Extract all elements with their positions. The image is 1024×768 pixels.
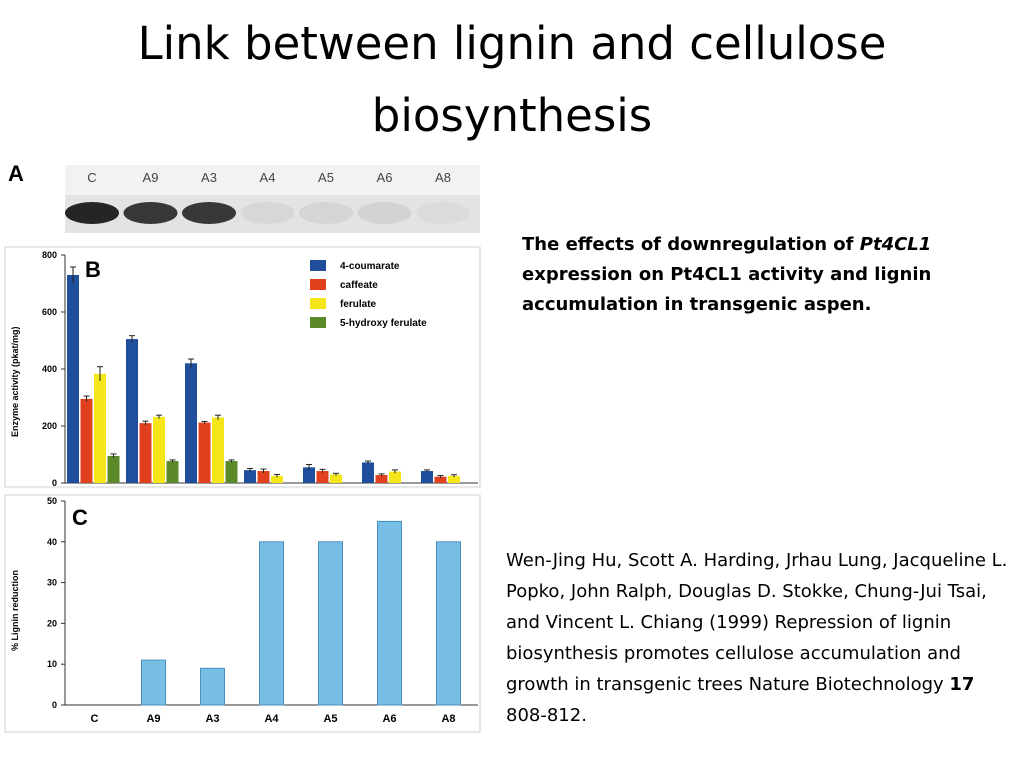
- bar-5-hydroxy-ferulate-c: [107, 455, 120, 483]
- panel-b-y-tick-label: 400: [42, 364, 57, 374]
- panel-c-x-tick-label-a5: A5: [323, 713, 337, 725]
- bar-4-coumarate-a4: [244, 470, 256, 483]
- bar-caffeate-a6: [375, 475, 388, 483]
- citation: Wen-Jing Hu, Scott A. Harding, Jrhau Lun…: [506, 545, 1011, 731]
- legend-swatch-5-hydroxy-ferulate: [310, 317, 326, 328]
- bar-4-coumarate-c: [67, 274, 79, 483]
- panel-c-y-tick-label: 30: [47, 578, 57, 588]
- gel-lane-label-a8: A8: [435, 170, 451, 185]
- panel-c-label: C: [72, 505, 88, 530]
- panel-c-x-tick-label-a6: A6: [382, 713, 396, 725]
- gel-lane-label-a6: A6: [377, 170, 393, 185]
- legend-swatch-ferulate: [310, 298, 326, 309]
- bar-4-coumarate-a5: [303, 467, 315, 483]
- lignin-reduction-bar-a3: [200, 667, 225, 706]
- legend-label-caffeate: caffeate: [340, 280, 378, 291]
- bar-caffeate-a4: [257, 471, 270, 483]
- gel-band-a5: [299, 202, 353, 224]
- lignin-reduction-chart-panel-c: % Lignin reduction C 0 10 20 30 40 50 C A9 A3 A4 A…: [4, 494, 481, 733]
- gel-lane-label-a9: A9: [143, 170, 159, 185]
- panel-b-label: B: [85, 257, 101, 282]
- panel-b-y-tick-label: 200: [42, 421, 57, 431]
- panel-c-y-tick-label: 40: [47, 537, 57, 547]
- bar-caffeate-c: [80, 398, 93, 483]
- figure-caption: The effects of downregulation of Pt4CL1 …: [522, 230, 992, 320]
- bar-4-coumarate-a3: [185, 363, 197, 483]
- caption-gene-name: Pt4CL1: [859, 234, 932, 255]
- bar-ferulate-a4: [271, 475, 283, 483]
- slide-title: Link between lignin and cellulose biosyn…: [60, 8, 964, 152]
- citation-volume: 17: [949, 674, 975, 695]
- bar-4-coumarate-a9: [126, 339, 138, 483]
- panel-c-x-tick-label-a3: A3: [205, 713, 219, 725]
- panel-b-y-tick-label: 0: [52, 478, 57, 488]
- bar-4-coumarate-a6: [362, 462, 374, 483]
- bar-ferulate-a8: [448, 475, 460, 483]
- panel-b-y-axis-label: Enzyme activity (pkat/mg): [10, 326, 20, 437]
- bar-5-hydroxy-ferulate-a3: [225, 461, 238, 483]
- gel-lane-label-c: C: [87, 170, 96, 185]
- lignin-reduction-bar-a4: [259, 541, 284, 706]
- gel-band-a6: [357, 202, 412, 224]
- panel-c-y-tick-label: 50: [47, 496, 57, 506]
- bar-ferulate-a6: [389, 471, 401, 483]
- panel-c-x-tick-label-c: C: [91, 713, 99, 725]
- gel-band-a9: [123, 202, 178, 224]
- panel-c-x-tick-label-a4: A4: [264, 713, 279, 725]
- bar-5-hydroxy-ferulate-a9: [166, 461, 179, 483]
- citation-text: Wen-Jing Hu, Scott A. Harding, Jrhau Lun…: [506, 550, 1008, 695]
- caption-part-1: The effects of downregulation of: [522, 234, 860, 255]
- panel-b-y-tick-label: 600: [42, 307, 57, 317]
- citation-pages: 808-812.: [506, 705, 587, 726]
- panel-a-label: A: [8, 161, 24, 186]
- panel-c-y-tick-label: 0: [52, 700, 57, 710]
- bar-ferulate-a9: [153, 416, 165, 483]
- panel-c-y-tick-label: 20: [47, 618, 57, 628]
- bar-caffeate-a5: [316, 471, 329, 483]
- gel-blot-panel-a: A C A9 A3 A4 A5 A6 A8: [8, 161, 480, 233]
- caption-part-2: expression on Pt4CL1 activity and lignin…: [522, 264, 932, 315]
- panel-b-y-tick-label: 800: [42, 250, 57, 260]
- panel-c-y-axis-label: % Lignin reduction: [10, 570, 20, 651]
- bar-caffeate-a9: [139, 423, 152, 483]
- gel-lane-label-a4: A4: [260, 170, 276, 185]
- slide-title-line-2: biosynthesis: [371, 89, 653, 142]
- panel-c-x-tick-label-a8: A8: [441, 713, 455, 725]
- bar-ferulate-a3: [212, 417, 224, 483]
- lignin-reduction-bar-a9: [141, 659, 166, 706]
- panel-c-x-tick-label-a9: A9: [146, 713, 160, 725]
- bar-ferulate-a5: [330, 474, 342, 483]
- legend-label-4-coumarate: 4-coumarate: [340, 261, 400, 272]
- gel-band-c: [65, 202, 119, 224]
- gel-lane-label-a3: A3: [201, 170, 217, 185]
- bar-caffeate-a3: [198, 422, 211, 483]
- bar-ferulate-c: [94, 373, 106, 483]
- gel-lane-label-a5: A5: [318, 170, 334, 185]
- legend-swatch-caffeate: [310, 279, 326, 290]
- legend-label-5-hydroxy-ferulate: 5-hydroxy ferulate: [340, 318, 427, 329]
- lignin-reduction-bar-a8: [436, 541, 461, 706]
- lignin-reduction-bar-a5: [318, 541, 343, 706]
- slide-title-line-1: Link between lignin and cellulose: [137, 17, 887, 70]
- enzyme-activity-chart-panel-b: Enzyme activity (pkat/mg) B 0 200 400 600 80…: [4, 246, 481, 488]
- bar-4-coumarate-a8: [421, 471, 433, 483]
- gel-band-a8: [416, 202, 470, 224]
- lignin-reduction-bar-a6: [377, 520, 402, 706]
- gel-band-a3: [182, 202, 236, 224]
- panel-c-y-tick-label: 10: [47, 659, 57, 669]
- legend-label-ferulate: ferulate: [340, 299, 377, 310]
- panel-c-frame: [4, 494, 481, 733]
- gel-band-a4: [240, 202, 295, 224]
- legend-swatch-4-coumarate: [310, 260, 326, 271]
- bar-caffeate-a8: [434, 476, 447, 483]
